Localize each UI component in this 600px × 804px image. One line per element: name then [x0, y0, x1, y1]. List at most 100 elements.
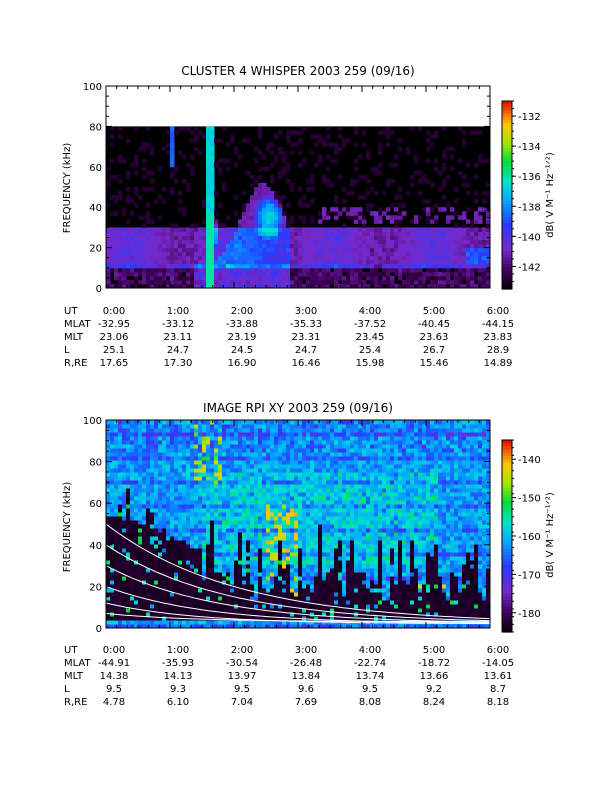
spectrogram-cell	[118, 484, 123, 489]
spectrogram-cell	[262, 211, 267, 216]
spectrogram-cell	[414, 171, 419, 176]
spectrogram-cell	[186, 163, 191, 168]
spectrogram-cell	[202, 500, 207, 505]
spectrogram-cell	[254, 223, 259, 228]
spectrogram-cell	[298, 235, 303, 240]
spectrogram-cell	[226, 428, 231, 433]
spectrogram-cell	[326, 256, 331, 261]
spectrogram-cell	[118, 592, 123, 597]
spectrogram-cell	[174, 476, 179, 481]
spectrogram-cell	[126, 596, 131, 601]
spectrogram-cell	[298, 480, 303, 485]
spectrogram-cell	[166, 556, 171, 561]
spectrogram-cell	[150, 436, 155, 441]
spectrogram-cell	[174, 227, 179, 232]
spectrogram-cell	[158, 592, 163, 597]
spectrogram-cell	[226, 596, 231, 601]
spectrogram-cell	[214, 504, 219, 509]
spectrogram-cell	[190, 464, 195, 469]
spectrogram-cell	[278, 464, 283, 469]
spectrogram-cell	[262, 436, 267, 441]
spectrogram-cell	[114, 240, 119, 245]
spectrogram-cell	[306, 596, 311, 601]
spectrogram-cell	[438, 260, 443, 265]
spectrogram-cell	[138, 252, 143, 257]
spectrogram-cell	[250, 584, 255, 589]
spectrogram-cell	[206, 280, 211, 285]
spectrogram-cell	[130, 456, 135, 461]
spectrogram-cell	[342, 231, 347, 236]
spectrogram-cell	[310, 528, 315, 533]
spectrogram-cell	[186, 424, 191, 429]
spectrogram-cell	[286, 496, 291, 501]
spectrogram-cell	[150, 452, 155, 457]
spectrogram-cell	[394, 244, 399, 249]
spectrogram-cell	[206, 556, 211, 561]
spectrogram-cell	[146, 227, 151, 232]
spectrogram-cell	[206, 175, 211, 180]
spectrogram-cell	[138, 227, 143, 232]
spectrogram-cell	[266, 532, 271, 537]
spectrogram-cell	[306, 436, 311, 441]
spectrogram-cell	[174, 464, 179, 469]
spectrogram-cell	[170, 223, 175, 228]
spectrogram-cell	[210, 536, 215, 541]
spectrogram-cell	[130, 420, 135, 425]
spectrogram-cell	[206, 448, 211, 453]
spectrogram-cell	[150, 496, 155, 501]
spectrogram-cell	[206, 155, 211, 160]
spectrogram-cell	[454, 244, 459, 249]
spectrogram-cell	[302, 272, 307, 277]
spectrogram-cell	[242, 500, 247, 505]
spectrogram-cell	[310, 231, 315, 236]
spectrogram-cell	[242, 268, 247, 273]
spectrogram-cell	[246, 139, 251, 144]
spectrogram-cell	[374, 211, 379, 216]
spectrogram-cell	[182, 452, 187, 457]
spectrogram-cell	[278, 240, 283, 245]
spectrogram-cell	[198, 488, 203, 493]
spectrogram-cell	[326, 215, 331, 220]
spectrogram-cell	[238, 240, 243, 245]
spectrogram-cell	[274, 155, 279, 160]
spectrogram-cell	[266, 508, 271, 513]
spectrogram-cell	[214, 484, 219, 489]
spectrogram-cell	[134, 191, 139, 196]
spectrogram-cell	[326, 134, 331, 139]
spectrogram-cell	[250, 500, 255, 505]
spectrogram-cell	[158, 428, 163, 433]
spectrogram-cell	[130, 199, 135, 204]
spectrogram-cell	[122, 596, 127, 601]
spectrogram-cell	[182, 231, 187, 236]
spectrogram-cell	[138, 476, 143, 481]
spectrogram-cell	[306, 227, 311, 232]
spectrogram-cell	[170, 432, 175, 437]
spectrogram-cell	[154, 436, 159, 441]
spectrogram-cell	[178, 620, 183, 625]
spectrogram-cell	[290, 252, 295, 257]
spectrogram-cell	[198, 600, 203, 605]
spectrogram-cell	[134, 252, 139, 257]
spectrogram-cell	[230, 600, 235, 605]
spectrogram-cell	[214, 564, 219, 569]
spectrogram-cell	[174, 528, 179, 533]
spectrogram-cell	[122, 272, 127, 277]
spectrogram-cell	[266, 456, 271, 461]
spectrogram-cell	[274, 572, 279, 577]
spectrogram-cell	[238, 576, 243, 581]
spectrogram-cell	[186, 496, 191, 501]
spectrogram-cell	[474, 244, 479, 249]
spectrogram-cell	[302, 468, 307, 473]
spectrogram-cell	[210, 199, 215, 204]
spectrogram-cell	[318, 244, 323, 249]
spectrogram-cell	[234, 556, 239, 561]
spectrogram-cell	[134, 492, 139, 497]
spectrogram-cell	[210, 468, 215, 473]
spectrogram-cell	[214, 252, 219, 257]
spectrogram-cell	[110, 504, 115, 509]
spectrogram-cell	[146, 126, 151, 131]
spectrogram-cell	[146, 464, 151, 469]
spectrogram-cell	[130, 440, 135, 445]
spectrogram-cell	[242, 540, 247, 545]
spectrogram-cell	[178, 256, 183, 261]
